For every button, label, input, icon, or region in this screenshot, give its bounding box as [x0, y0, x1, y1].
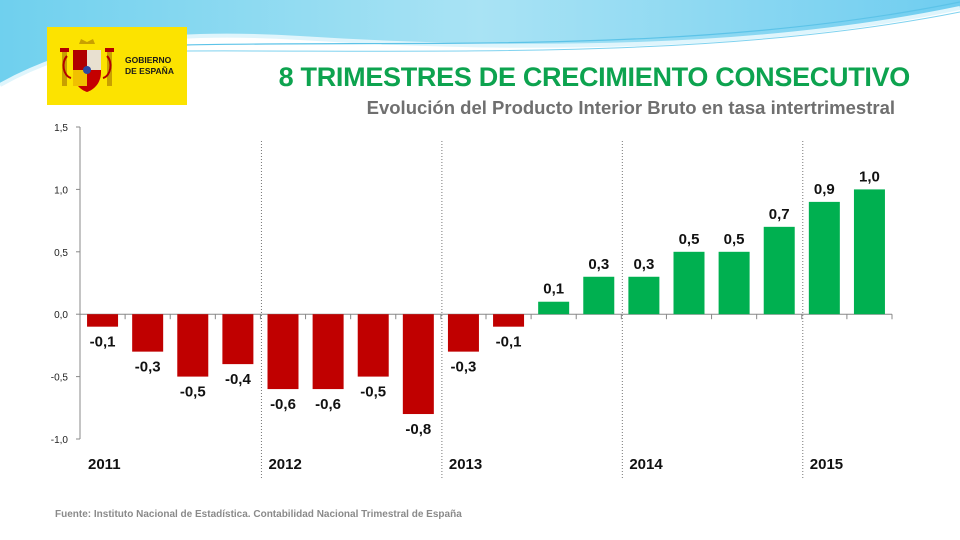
bar: [628, 276, 660, 315]
bar: [402, 314, 434, 415]
data-label: -0,6: [270, 396, 296, 413]
bar: [132, 314, 164, 352]
data-label: -0,3: [451, 359, 477, 376]
data-label: -0,3: [135, 359, 161, 376]
bar: [222, 314, 254, 365]
bar: [763, 226, 795, 315]
page-title: 8 TRIMESTRES DE CRECIMIENTO CONSECUTIVO: [278, 62, 911, 92]
data-label: 0,5: [679, 231, 700, 248]
coat-of-arms-icon: [60, 39, 114, 92]
source-note: Fuente: Instituto Nacional de Estadístic…: [55, 509, 462, 520]
page-subtitle: Evolución del Producto Interior Bruto en…: [366, 97, 895, 118]
y-tick-label: -0,5: [51, 373, 69, 384]
gobierno-de-espana-logo: GOBIERNO DE ESPAÑA: [47, 27, 187, 105]
data-label: -0,1: [496, 334, 522, 351]
data-label: 0,3: [588, 256, 609, 273]
data-label: -0,4: [225, 371, 252, 388]
y-tick-label: 0,0: [54, 310, 68, 321]
bar: [718, 251, 750, 315]
y-tick-label: -1,0: [51, 435, 69, 446]
data-label: -0,6: [315, 396, 341, 413]
data-label: 1,0: [859, 168, 880, 185]
data-label: -0,8: [405, 421, 431, 438]
bar: [808, 201, 840, 315]
data-label: 0,3: [633, 256, 654, 273]
y-tick-label: 1,5: [54, 123, 68, 134]
bar: [673, 251, 705, 315]
y-tick-label: 1,0: [54, 185, 68, 196]
y-tick-label: 0,5: [54, 248, 68, 259]
logo-line-2: DE ESPAÑA: [125, 65, 174, 76]
data-label: 0,5: [724, 231, 745, 248]
data-label: 0,1: [543, 281, 564, 298]
bar: [538, 301, 570, 315]
bar: [312, 314, 344, 390]
year-label: 2014: [629, 456, 663, 473]
year-label: 2013: [449, 456, 482, 473]
year-label: 2015: [810, 456, 843, 473]
bar: [357, 314, 389, 377]
bar: [267, 314, 299, 390]
data-label: -0,5: [360, 384, 386, 401]
data-label: 0,7: [769, 206, 790, 223]
data-label: 0,9: [814, 181, 835, 198]
bar: [87, 314, 119, 327]
year-label: 2012: [268, 456, 301, 473]
logo-line-1: GOBIERNO: [125, 55, 172, 65]
data-label: -0,5: [180, 384, 206, 401]
bar: [447, 314, 479, 352]
bar: [177, 314, 209, 377]
year-label: 2011: [88, 456, 121, 473]
data-label: -0,1: [90, 334, 116, 351]
bar: [583, 276, 615, 315]
bar: [853, 189, 885, 315]
bar: [493, 314, 525, 327]
